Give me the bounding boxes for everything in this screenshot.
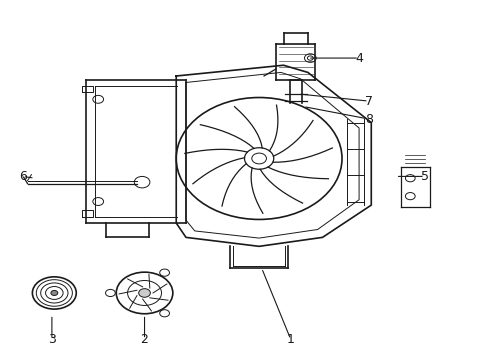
Text: 5: 5 <box>420 170 428 183</box>
Text: 7: 7 <box>364 95 372 108</box>
Text: 4: 4 <box>354 51 362 64</box>
Text: 3: 3 <box>48 333 56 346</box>
Circle shape <box>51 291 58 296</box>
Text: 8: 8 <box>364 113 372 126</box>
Text: 2: 2 <box>141 333 148 346</box>
Circle shape <box>139 289 150 297</box>
Text: 6: 6 <box>19 170 26 183</box>
Text: 1: 1 <box>286 333 294 346</box>
